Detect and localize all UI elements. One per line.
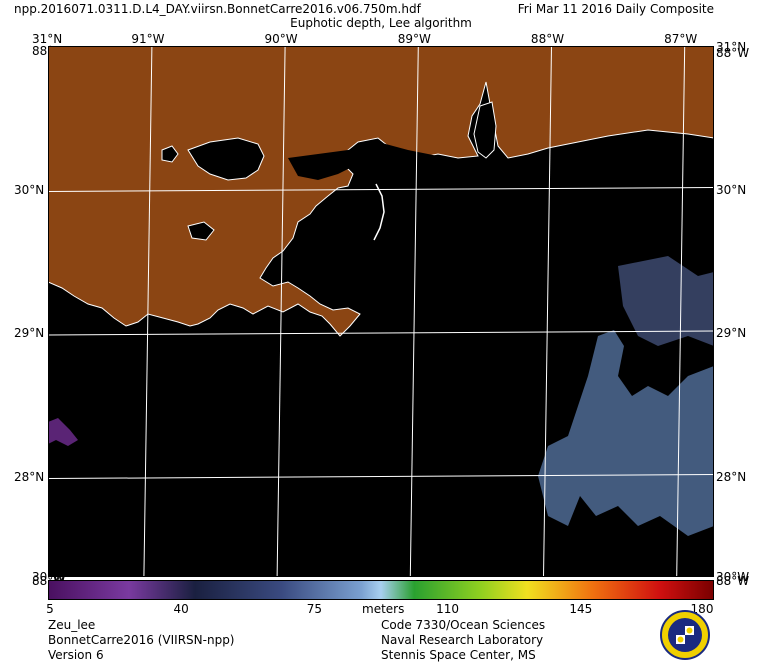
meridian-line — [143, 46, 153, 577]
colorbar-tick-label: 5 — [46, 602, 54, 616]
parallel-line — [48, 187, 714, 193]
mississippi-sound — [288, 142, 488, 180]
colorbar-tick-label: 145 — [569, 602, 593, 616]
corner-label-bottom-right: 88°W — [716, 574, 750, 588]
lon-label: 88°W — [530, 32, 565, 46]
lon-label: 89°W — [397, 32, 431, 46]
colorbar — [48, 580, 714, 600]
footer-left-2: BonnetCarre2016 (VIIRSN-npp) — [48, 633, 235, 647]
lat-label-left: 28°N — [14, 469, 45, 484]
meridian-line — [276, 46, 286, 577]
colorbar-tick-label: 40 — [173, 602, 189, 616]
filename-title: npp.2016071.0311.D.L4_DAY.viirsn.BonnetC… — [14, 2, 421, 16]
corner-label-top-right: 31°N — [716, 40, 747, 54]
colorbar-tick-label: 180 — [690, 602, 714, 616]
graticule — [48, 46, 714, 577]
lake-pontchartrain — [187, 137, 265, 181]
corner-label-top-right-below: 88°W — [716, 46, 750, 60]
chandeleur-islands — [373, 183, 385, 241]
deep-water-east — [538, 330, 714, 536]
footer-right-3: Stennis Space Center, MS — [381, 648, 536, 662]
product-title: Euphotic depth, Lee algorithm — [290, 16, 472, 30]
colorbar-unit: meters — [362, 602, 405, 616]
lat-label-left: 29°N — [14, 326, 45, 341]
mobile-bay — [473, 101, 497, 159]
footer-right-1: Code 7330/Ocean Sciences — [381, 618, 546, 632]
lon-label: 90°W — [264, 32, 298, 46]
lake-maurepas — [161, 145, 179, 163]
lat-label-right: 28°N — [716, 469, 747, 484]
nrl-seal-icon — [660, 610, 710, 660]
meridian-line — [543, 46, 552, 577]
footer-left-3: Version 6 — [48, 648, 104, 662]
lat-label-left: 30°N — [14, 182, 45, 197]
lon-label: 87°W — [664, 32, 698, 46]
map — [48, 46, 714, 577]
lat-label-right: 29°N — [716, 326, 747, 341]
lat-label-right: 30°N — [716, 182, 747, 197]
meridian-line — [676, 46, 686, 577]
shallow-water-west — [48, 418, 78, 446]
footer-left-1: Zeu_lee — [48, 618, 96, 632]
parallel-line — [48, 474, 714, 480]
deep-water-northeast — [618, 256, 714, 346]
colorbar-gradient — [49, 581, 713, 599]
footer-right-2: Naval Research Laboratory — [381, 633, 544, 647]
corner-label-bottom-right-above: 30°W — [716, 570, 750, 584]
parallel-line — [48, 330, 714, 336]
map-border — [48, 46, 714, 577]
lake-salvador — [187, 221, 215, 241]
lon-label: 91°W — [131, 32, 165, 46]
colorbar-tick-label: 75 — [306, 602, 323, 616]
meridian-line — [409, 46, 419, 577]
land-area — [48, 46, 714, 337]
corner-label-top-left: 31°N — [32, 32, 63, 46]
date-title: Fri Mar 11 2016 Daily Composite — [517, 2, 714, 16]
colorbar-tick-label: 110 — [436, 602, 460, 616]
